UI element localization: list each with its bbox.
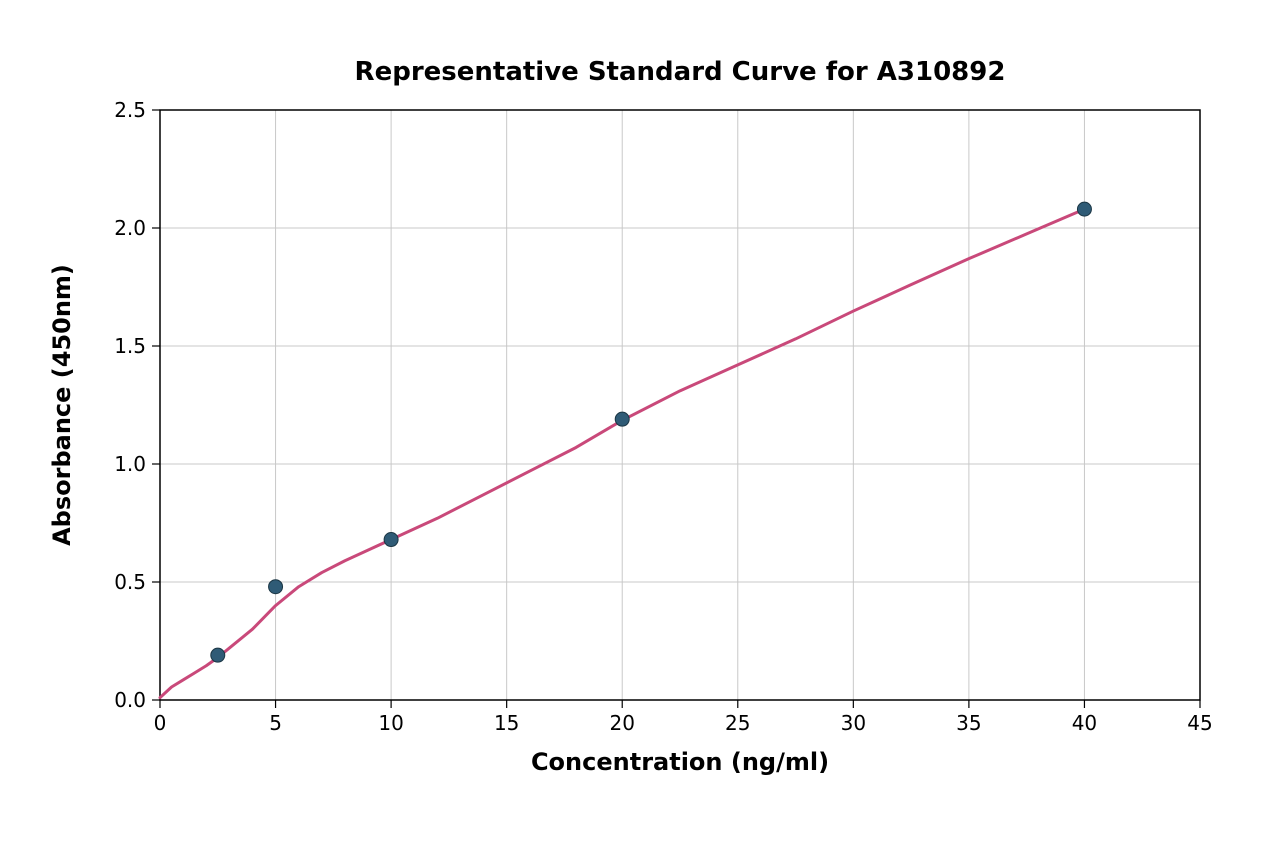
- y-tick-label: 1.0: [114, 452, 146, 476]
- chart-title: Representative Standard Curve for A31089…: [355, 57, 1006, 87]
- chart-svg: 0 5 10 15 20 25 30 35 40 45 0.0 0.5 1.0 1.5 2.0 2.5 Conc…: [0, 0, 1280, 845]
- data-point: [384, 533, 398, 547]
- x-tick-label: 40: [1072, 711, 1097, 735]
- y-tick-label: 0.0: [114, 688, 146, 712]
- data-point: [615, 412, 629, 426]
- data-point: [269, 580, 283, 594]
- y-tick-label: 2.5: [114, 98, 146, 122]
- x-tick-label: 0: [154, 711, 167, 735]
- data-point: [1077, 202, 1091, 216]
- chart-container: 0 5 10 15 20 25 30 35 40 45 0.0 0.5 1.0 1.5 2.0 2.5 Conc…: [0, 0, 1280, 845]
- x-tick-label: 20: [609, 711, 634, 735]
- x-tick-label: 30: [841, 711, 866, 735]
- x-tick-label: 15: [494, 711, 519, 735]
- data-point: [211, 648, 225, 662]
- x-tick-label: 45: [1187, 711, 1212, 735]
- plot-area: [160, 110, 1200, 700]
- x-axis-label: Concentration (ng/ml): [531, 748, 829, 776]
- x-tick-label: 25: [725, 711, 750, 735]
- y-tick-label: 2.0: [114, 216, 146, 240]
- x-tick-label: 10: [378, 711, 403, 735]
- y-tick-label: 1.5: [114, 334, 146, 358]
- y-axis-label: Absorbance (450nm): [48, 264, 76, 546]
- x-tick-label: 35: [956, 711, 981, 735]
- x-tick-label: 5: [269, 711, 282, 735]
- y-tick-label: 0.5: [114, 570, 146, 594]
